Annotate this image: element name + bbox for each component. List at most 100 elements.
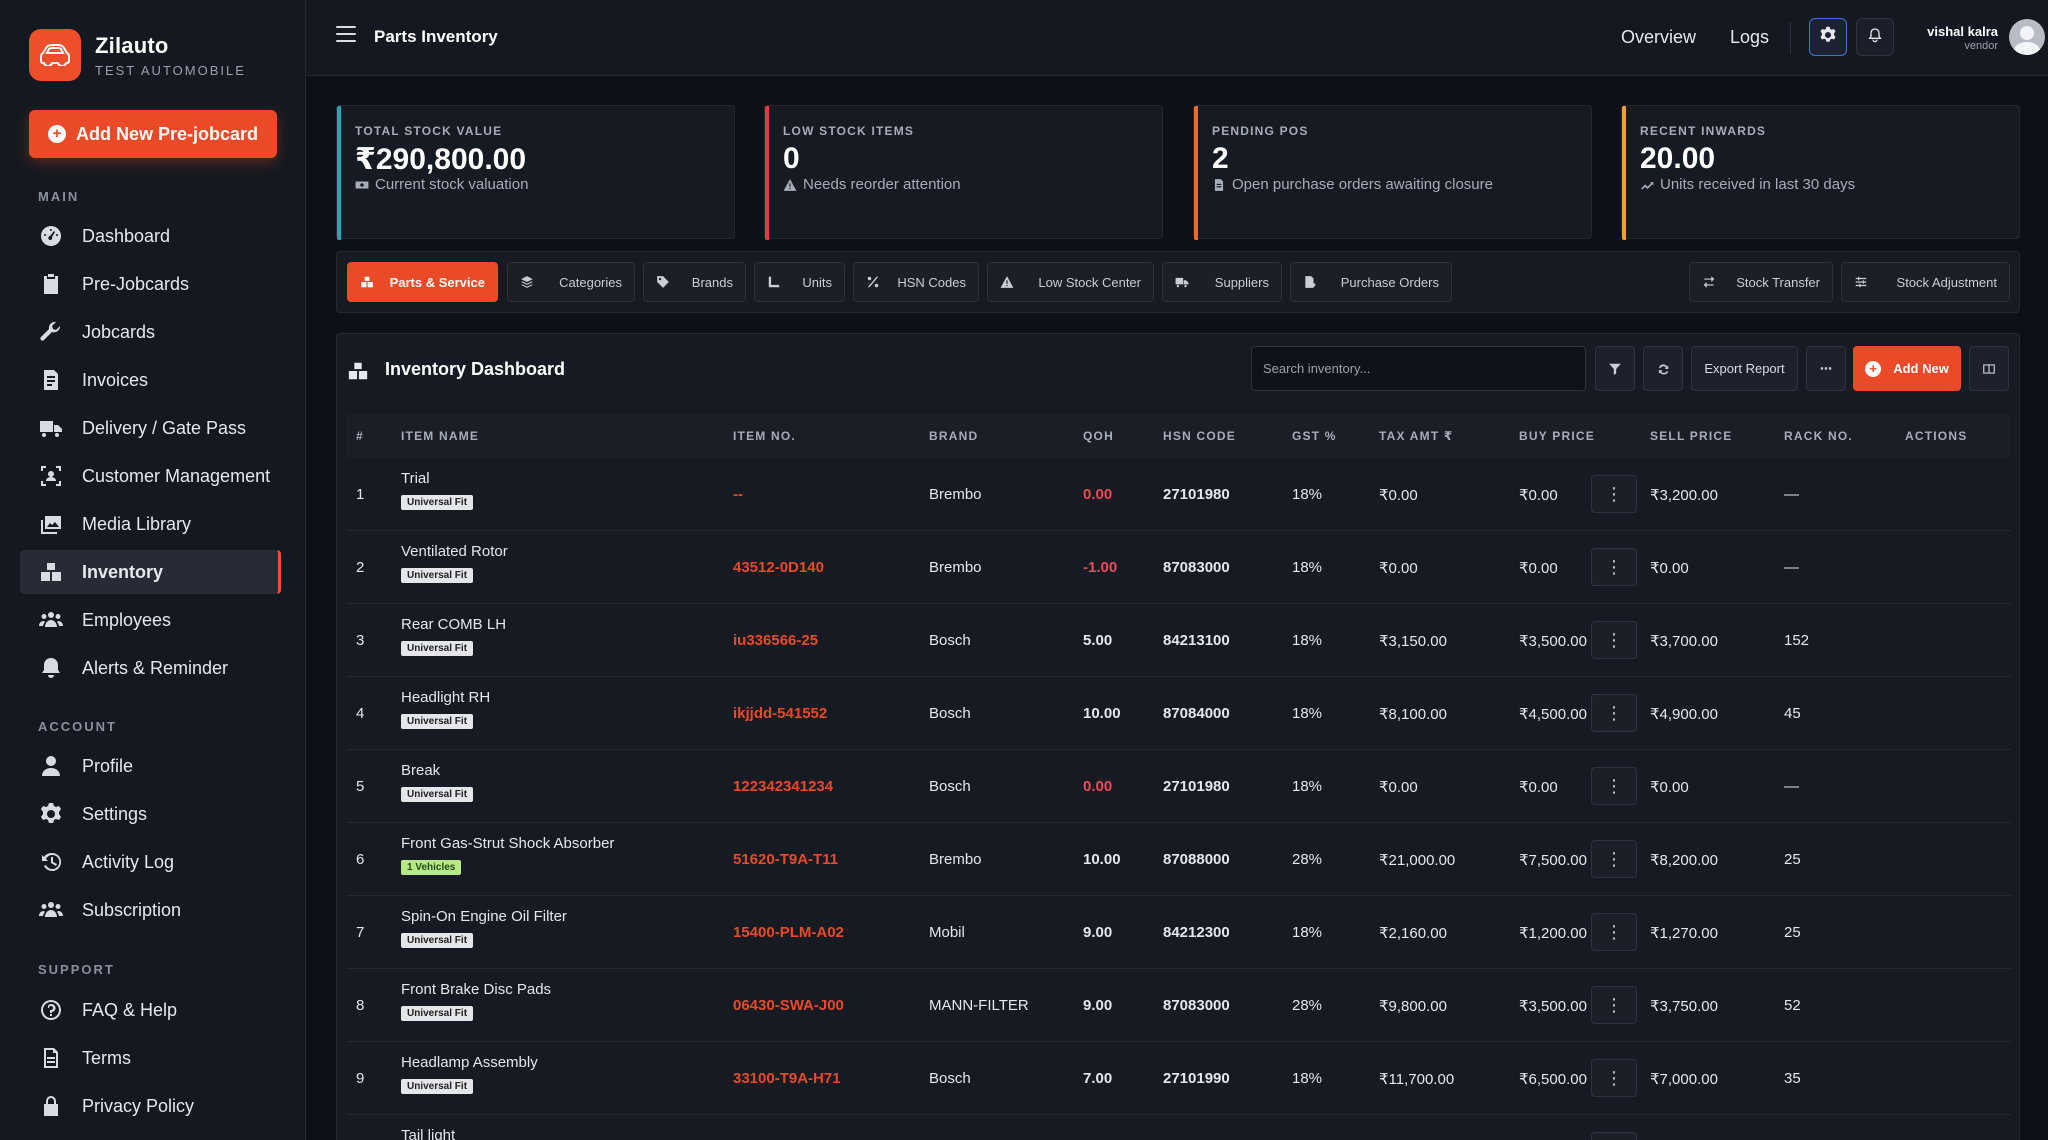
sidebar-item-media-library[interactable]: Media Library <box>20 502 281 546</box>
table-row[interactable]: Rear COMB LH Universal Fit 3 iu336566-25 Bos… <box>347 604 2011 677</box>
item-number-cell[interactable]: ikjjdd-541552 <box>733 705 828 722</box>
column-header-hsn-code[interactable]: HSN CODE <box>1163 429 1236 443</box>
column-header-gst[interactable]: GST % <box>1292 429 1337 443</box>
refresh-button[interactable] <box>1643 346 1683 391</box>
item-number-cell[interactable]: 33100-T9A-H71 <box>733 1070 841 1087</box>
column-header-brand[interactable]: BRAND <box>929 429 979 443</box>
item-name[interactable]: Front Brake Disc Pads <box>401 981 552 998</box>
user-name[interactable]: vishal kalra <box>1927 24 1998 39</box>
table-row[interactable]: Tail light10⋮ <box>347 1115 2011 1140</box>
fitment-badge: Universal Fit <box>401 495 474 510</box>
sidebar-item-subscription[interactable]: Subscription <box>20 888 281 932</box>
item-number-cell[interactable]: 15400-PLM-A02 <box>733 924 844 941</box>
table-row[interactable]: Headlight RH Universal Fit 4 ikjjdd-541552 B… <box>347 677 2011 750</box>
item-number-cell[interactable]: 122342341234 <box>733 778 834 795</box>
tab-categories[interactable]: Categories <box>507 262 635 302</box>
column-header-rack-no[interactable]: RACK NO. <box>1784 429 1853 443</box>
row-actions-button[interactable]: ⋮ <box>1591 1059 1637 1097</box>
row-actions-button[interactable]: ⋮ <box>1591 475 1637 513</box>
table-row[interactable]: Spin-On Engine Oil Filter Universal Fit 7 1… <box>347 896 2011 969</box>
sidebar-item-jobcards[interactable]: Jobcards <box>20 310 281 354</box>
tab-stock-adjustment[interactable]: Stock Adjustment <box>1841 262 2010 302</box>
tab-hsn-codes[interactable]: HSN Codes <box>853 262 979 302</box>
row-actions-button[interactable]: ⋮ <box>1591 840 1637 878</box>
notifications-button[interactable] <box>1856 18 1894 56</box>
item-name[interactable]: Headlight RH <box>401 689 491 706</box>
export-report-button[interactable]: Export Report <box>1691 346 1798 391</box>
tab-brands[interactable]: Brands <box>643 262 746 302</box>
column-header-buy-price[interactable]: BUY PRICE <box>1519 429 1595 443</box>
row-actions-button[interactable]: ⋮ <box>1591 767 1637 805</box>
sidebar-item-dashboard[interactable]: Dashboard <box>20 214 281 258</box>
subscription-icon <box>38 897 64 923</box>
tab-purchase-orders[interactable]: Purchase Orders <box>1290 262 1452 302</box>
item-number-cell[interactable]: 06430-SWA-J00 <box>733 997 844 1014</box>
item-name[interactable]: Tail light <box>401 1127 456 1140</box>
sidebar-item-delivery[interactable]: Delivery / Gate Pass <box>20 406 281 450</box>
user-role: vendor <box>1964 40 1998 52</box>
sidebar-item-profile[interactable]: Profile <box>20 744 281 788</box>
column-header-qoh[interactable]: QOH <box>1083 429 1114 443</box>
item-name[interactable]: Ventilated Rotor <box>401 543 508 560</box>
column-header-item-name[interactable]: ITEM NAME <box>401 429 480 443</box>
item-name[interactable]: Spin-On Engine Oil Filter <box>401 908 567 925</box>
column-settings-button[interactable] <box>1806 346 1846 391</box>
table-row[interactable]: Front Gas-Strut Shock Absorber 1 Vehicles… <box>347 823 2011 896</box>
sidebar-item-alerts[interactable]: Alerts & Reminder <box>20 646 281 690</box>
item-name-cell: Ventilated Rotor Universal Fit <box>401 543 508 583</box>
sidebar-item-activity-log[interactable]: Activity Log <box>20 840 281 884</box>
sidebar-item-inventory[interactable]: Inventory <box>20 550 281 594</box>
table-row[interactable]: Break Universal Fit 5 122342341234 Bosch 0.00… <box>347 750 2011 823</box>
table-row[interactable]: Ventilated Rotor Universal Fit 2 43512-0D14… <box>347 531 2011 604</box>
filter-button[interactable] <box>1595 346 1635 391</box>
hamburger-menu-icon[interactable] <box>336 26 356 48</box>
table-row[interactable]: Trial Universal Fit 1 -- Brembo 0.00 27101980 1… <box>347 458 2011 531</box>
logs-link[interactable]: Logs <box>1730 27 1770 47</box>
tab-suppliers[interactable]: Suppliers <box>1162 262 1282 302</box>
table-row[interactable]: Headlamp Assembly Universal Fit 9 33100-T9A… <box>347 1042 2011 1115</box>
column-header-tax-amt[interactable]: TAX AMT ₹ <box>1379 429 1454 443</box>
avatar[interactable] <box>2009 19 2045 55</box>
item-number-cell[interactable]: -- <box>733 486 743 503</box>
item-number-cell[interactable]: 51620-T9A-T11 <box>733 851 839 868</box>
brand[interactable]: Zilauto TEST AUTOMOBILE <box>29 29 246 81</box>
theme-settings-button[interactable] <box>1809 18 1847 56</box>
sidebar-item-employees[interactable]: Employees <box>20 598 281 642</box>
item-number-cell[interactable]: iu336566-25 <box>733 632 819 649</box>
tab-parts-service[interactable]: Parts & Service <box>347 262 498 302</box>
row-actions-button[interactable]: ⋮ <box>1591 548 1637 586</box>
qoh-cell: 10.00 <box>1083 851 1121 868</box>
sidebar-item-terms[interactable]: Terms <box>20 1036 281 1080</box>
row-actions-button[interactable]: ⋮ <box>1591 694 1637 732</box>
lock-icon <box>38 1093 64 1119</box>
sidebar-item-settings[interactable]: Settings <box>20 792 281 836</box>
add-new-button[interactable]: + Add New <box>1853 346 1961 391</box>
item-name[interactable]: Trial <box>401 470 430 487</box>
column-header-item-no[interactable]: ITEM NO. <box>733 429 796 443</box>
row-actions-button[interactable]: ⋮ <box>1591 913 1637 951</box>
sidebar-item-faq[interactable]: FAQ & Help <box>20 988 281 1032</box>
row-actions-button[interactable]: ⋮ <box>1591 1132 1637 1140</box>
sidebar-item-invoices[interactable]: Invoices <box>20 358 281 402</box>
column-header-sell-price[interactable]: SELL PRICE <box>1650 429 1733 443</box>
toggle-view-button[interactable] <box>1969 346 2009 391</box>
sell-price-cell: ₹0.00 <box>1650 779 1689 796</box>
tab-low-stock-center[interactable]: Low Stock Center <box>987 262 1154 302</box>
row-number-cell: 7 <box>356 924 365 941</box>
item-name[interactable]: Rear COMB LH <box>401 616 507 633</box>
item-number-cell[interactable]: 43512-0D140 <box>733 559 824 576</box>
tab-units[interactable]: Units <box>754 262 845 302</box>
item-name[interactable]: Front Gas-Strut Shock Absorber <box>401 835 615 852</box>
sidebar-item-pre-jobcards[interactable]: Pre-Jobcards <box>20 262 281 306</box>
add-pre-jobcard-button[interactable]: + Add New Pre-jobcard <box>29 110 277 158</box>
item-name[interactable]: Headlamp Assembly <box>401 1054 538 1071</box>
row-actions-button[interactable]: ⋮ <box>1591 986 1637 1024</box>
tab-stock-transfer[interactable]: Stock Transfer <box>1689 262 1833 302</box>
item-name[interactable]: Break <box>401 762 441 779</box>
overview-link[interactable]: Overview <box>1621 27 1697 47</box>
search-input[interactable] <box>1251 346 1586 391</box>
table-row[interactable]: Front Brake Disc Pads Universal Fit 8 06430… <box>347 969 2011 1042</box>
sidebar-item-privacy[interactable]: Privacy Policy <box>20 1084 281 1128</box>
row-actions-button[interactable]: ⋮ <box>1591 621 1637 659</box>
sidebar-item-customer-management[interactable]: Customer Management <box>20 454 281 498</box>
